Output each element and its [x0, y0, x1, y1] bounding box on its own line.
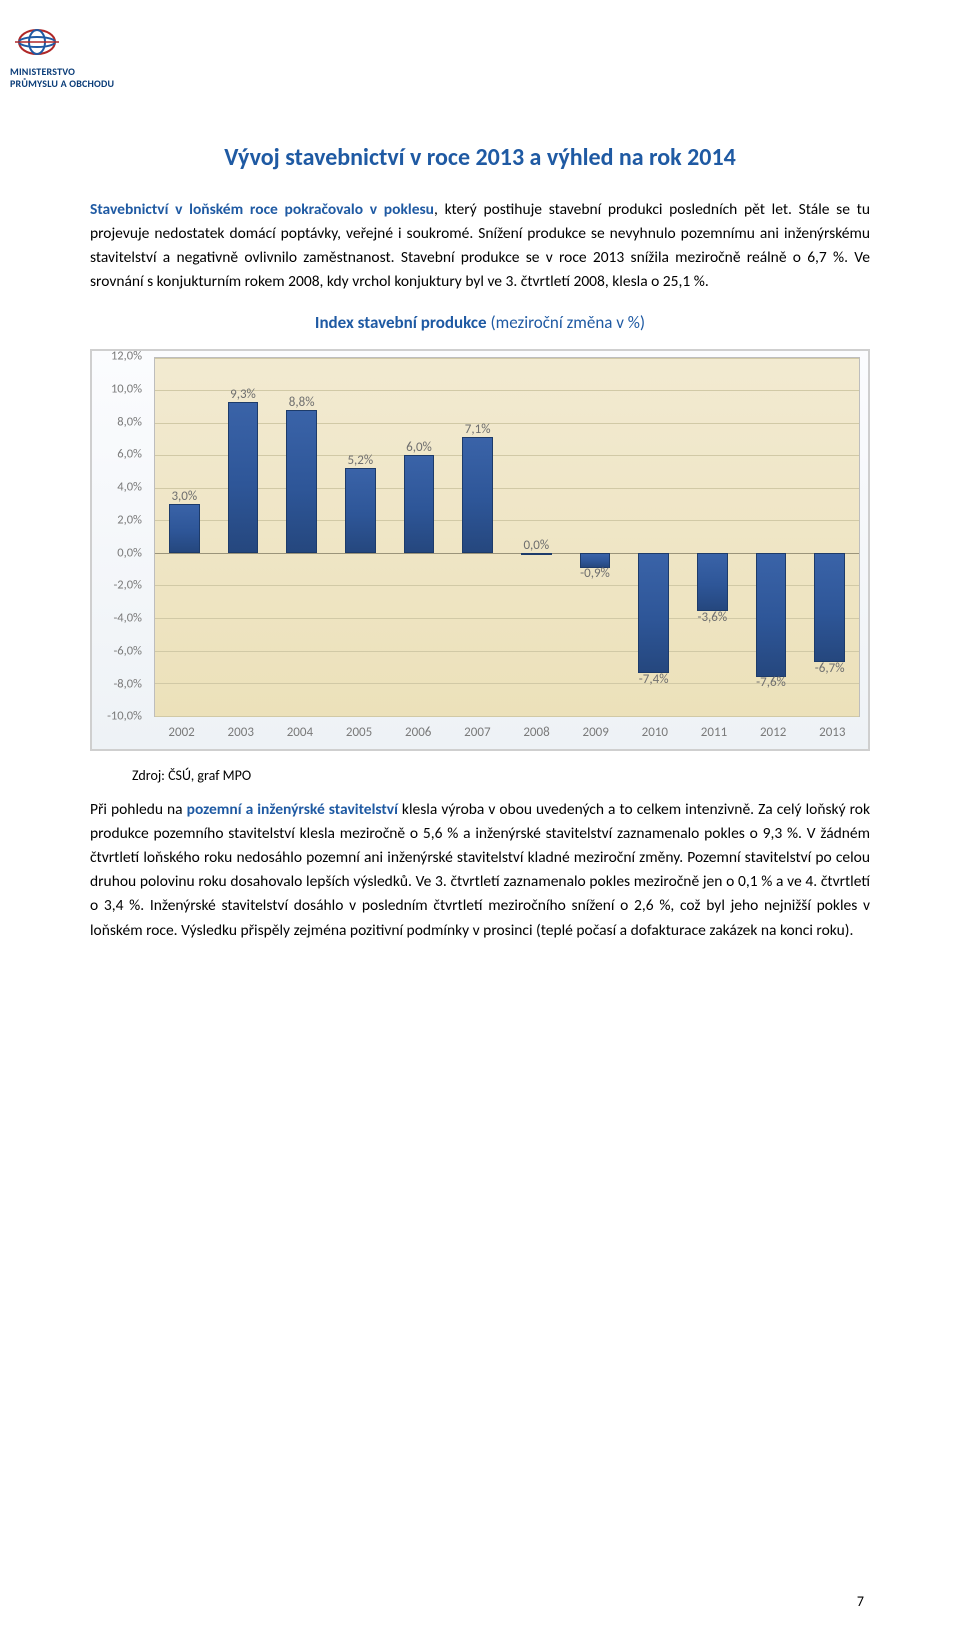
x-tick-label: 2009 [582, 723, 608, 743]
bar-value-label: 6,0% [406, 438, 432, 458]
bar-value-label: 7,1% [465, 420, 491, 440]
bar: 8,8% [286, 410, 317, 553]
bar-value-label: -3,6% [697, 608, 727, 628]
bar: 0,0% [521, 553, 552, 555]
y-tick-label: -8,0% [113, 674, 142, 693]
x-tick-label: 2004 [287, 723, 313, 743]
plot-area: 3,0% 9,3% 8,8% 5,2% 6,0% 7,1% 0,0% -0,9% -7,4% -3… [154, 357, 860, 717]
chart-frame: 12,0% 10,0% 8,0% 6,0% 4,0% 2,0% 0,0% -2,0% -4,0%… [90, 349, 870, 751]
p2-post: klesla výroba v obou uvedených a to celk… [90, 800, 870, 939]
page-title: Vývoj stavebnictví v roce 2013 a výhled … [90, 139, 870, 176]
bar-value-label: -0,9% [580, 564, 610, 584]
bar: -7,4% [638, 553, 669, 673]
x-tick-label: 2011 [701, 723, 727, 743]
gridline [155, 423, 859, 424]
gridline [155, 683, 859, 684]
bar-value-label: -6,7% [815, 659, 845, 679]
bar-value-label: 8,8% [289, 393, 315, 413]
gridline [155, 553, 859, 554]
y-tick-label: 6,0% [117, 445, 142, 464]
bar: -0,9% [580, 553, 611, 568]
bar: -7,6% [756, 553, 787, 677]
gridline [155, 716, 859, 717]
bar-value-label: 0,0% [523, 536, 549, 556]
bar-value-label: 3,0% [171, 487, 197, 507]
bar-value-label: -7,6% [756, 673, 786, 693]
p1-lead-keyword: Stavebnictví v loňském roce pokračovalo … [90, 200, 434, 219]
y-tick-label: 2,0% [117, 511, 142, 530]
y-tick-label: 10,0% [111, 380, 142, 399]
bar: 6,0% [404, 455, 435, 553]
gridline [155, 358, 859, 359]
y-tick-label: -2,0% [113, 576, 142, 595]
x-tick-label: 2013 [819, 723, 845, 743]
paragraph-2: Při pohledu na pozemní a inženýrské stav… [90, 798, 870, 942]
logo-line2: PRŮMYSLU A OBCHODU [10, 78, 114, 90]
page-number: 7 [857, 1591, 864, 1613]
bar-value-label: -7,4% [639, 670, 669, 690]
chart-title-paren: (meziroční změna v %) [490, 312, 645, 333]
gridline [155, 520, 859, 521]
x-tick-label: 2010 [642, 723, 668, 743]
y-tick-label: -4,0% [113, 609, 142, 628]
chart-title-main: Index stavební produkce [315, 312, 491, 333]
x-tick-label: 2007 [464, 723, 490, 743]
x-tick-label: 2005 [346, 723, 372, 743]
x-tick-label: 2003 [228, 723, 254, 743]
x-tick-label: 2012 [760, 723, 786, 743]
logo-line1: MINISTERSTVO [10, 66, 114, 78]
bar: 3,0% [169, 504, 200, 553]
globe-icon [10, 22, 64, 62]
ministry-logo: MINISTERSTVO PRŮMYSLU A OBCHODU [10, 22, 870, 89]
y-axis: 12,0%10,0%8,0%6,0%4,0%2,0%0,0%-2,0%-4,0%… [92, 357, 146, 717]
x-tick-label: 2006 [405, 723, 431, 743]
gridline [155, 455, 859, 456]
bar: 5,2% [345, 468, 376, 553]
bar: -6,7% [814, 553, 845, 662]
bar: -3,6% [697, 553, 728, 612]
bar-value-label: 9,3% [230, 385, 256, 405]
x-tick-label: 2002 [168, 723, 194, 743]
x-tick-label: 2008 [523, 723, 549, 743]
gridline [155, 618, 859, 619]
gridline [155, 651, 859, 652]
x-axis-labels: 2002 2003 2004 2005 2006 2007 2008 2009 2010 2011… [146, 721, 868, 749]
p2-pre: Při pohledu na [90, 800, 187, 819]
bar: 9,3% [228, 402, 259, 553]
y-tick-label: 12,0% [111, 347, 142, 366]
chart-title: Index stavební produkce (meziroční změna… [90, 310, 870, 336]
y-tick-label: -10,0% [107, 707, 142, 726]
paragraph-1: Stavebnictví v loňském roce pokračovalo … [90, 198, 870, 294]
bar-value-label: 5,2% [347, 451, 373, 471]
chart-source: Zdroj: ČSÚ, graf MPO [132, 765, 870, 787]
y-tick-label: 4,0% [117, 478, 142, 497]
p2-keyword: pozemní a inženýrské stavitelství [187, 800, 398, 819]
y-tick-label: -6,0% [113, 641, 142, 660]
gridline [155, 585, 859, 586]
y-tick-label: 8,0% [117, 412, 142, 431]
gridline [155, 390, 859, 391]
y-tick-label: 0,0% [117, 543, 142, 562]
bar: 7,1% [462, 437, 493, 553]
gridline [155, 488, 859, 489]
